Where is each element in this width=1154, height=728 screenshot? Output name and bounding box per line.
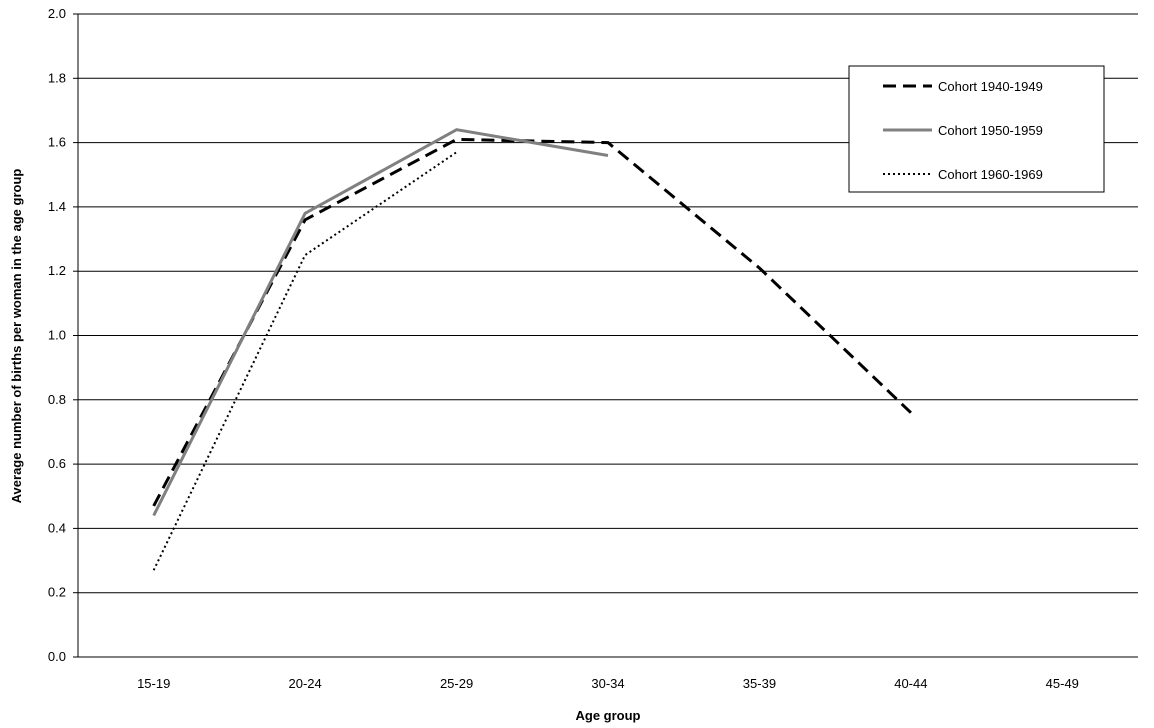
x-tick-label: 15-19 bbox=[137, 676, 170, 691]
gridlines bbox=[73, 13, 1138, 658]
axes bbox=[77, 14, 1138, 658]
x-tick-label: 35-39 bbox=[743, 676, 776, 691]
y-tick-label: 0.0 bbox=[48, 649, 66, 664]
y-tick-label: 0.6 bbox=[48, 456, 66, 471]
y-tick-label: 2.0 bbox=[48, 6, 66, 21]
x-tick-label: 25-29 bbox=[440, 676, 473, 691]
x-axis-title: Age group bbox=[576, 708, 641, 723]
legend-label-3: Cohort 1960-1969 bbox=[938, 167, 1043, 182]
x-tick-label: 40-44 bbox=[894, 676, 927, 691]
y-tick-label: 0.2 bbox=[48, 585, 66, 600]
x-tick-label: 20-24 bbox=[289, 676, 322, 691]
y-tick-label: 1.4 bbox=[48, 199, 66, 214]
legend: Cohort 1940-1949 Cohort 1950-1959 Cohort 1… bbox=[848, 65, 1105, 193]
y-tick-label: 1.8 bbox=[48, 70, 66, 85]
legend-label-1: Cohort 1940-1949 bbox=[938, 79, 1043, 94]
y-tick-label: 1.0 bbox=[48, 328, 66, 343]
series-line-1 bbox=[152, 137, 912, 507]
series-line-3 bbox=[152, 151, 458, 571]
legend-label-2: Cohort 1950-1959 bbox=[938, 123, 1043, 138]
y-tick-label: 1.2 bbox=[48, 263, 66, 278]
y-tick-labels: 0.0 0.2 0.4 0.6 0.8 1.0 1.2 1.4 1.6 1.8 2.0 bbox=[48, 6, 66, 664]
series-lines bbox=[152, 128, 912, 571]
y-tick-label: 0.8 bbox=[48, 392, 66, 407]
x-tick-label: 45-49 bbox=[1046, 676, 1079, 691]
series-line-2 bbox=[152, 128, 609, 517]
y-axis-title: Average number of births per woman in th… bbox=[9, 169, 24, 504]
y-tick-label: 0.4 bbox=[48, 520, 66, 535]
x-tick-label: 30-34 bbox=[591, 676, 624, 691]
x-tick-labels: 15-19 20-24 25-29 30-34 35-39 40-44 45-49 bbox=[137, 676, 1079, 691]
y-tick-label: 1.6 bbox=[48, 135, 66, 150]
